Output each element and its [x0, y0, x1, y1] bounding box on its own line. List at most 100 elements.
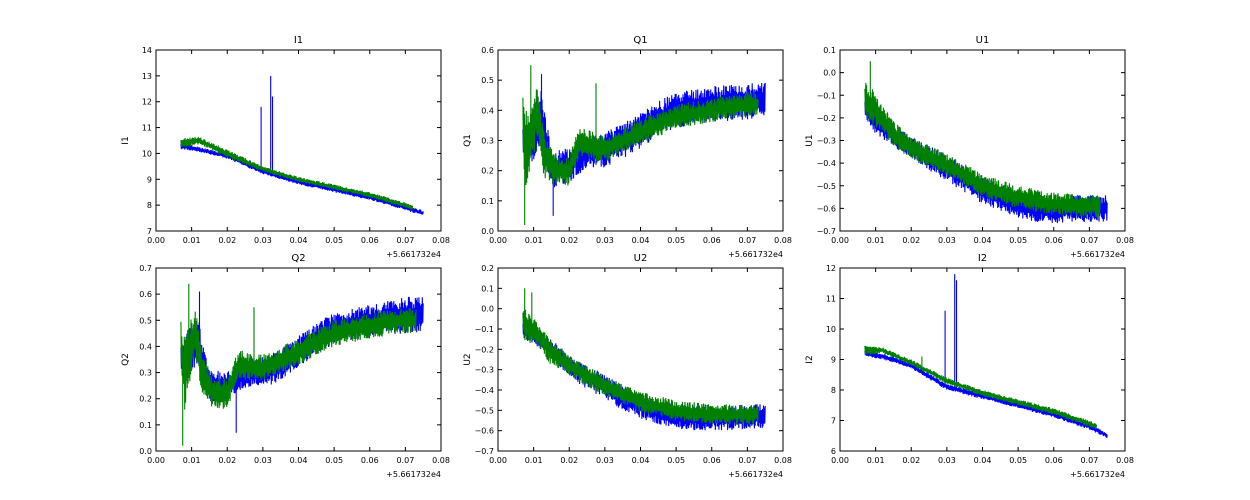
- series-line-green: [522, 65, 759, 225]
- y-tick-label: 12: [826, 264, 836, 273]
- y-tick-label: 10: [142, 149, 152, 158]
- y-tick-label: 7: [831, 417, 836, 426]
- y-tick-label: 0.5: [481, 76, 494, 85]
- x-tick-label: 0.03: [596, 236, 614, 245]
- x-tick-label: 0.00: [831, 236, 849, 245]
- x-tick-label: 0.07: [1080, 236, 1098, 245]
- y-tick-label: 0.0: [823, 69, 836, 78]
- x-tick-label: 0.07: [396, 456, 414, 465]
- x-tick-label: 0.00: [147, 456, 165, 465]
- x-tick-label: 0.08: [1116, 236, 1134, 245]
- y-axis-label: Q1: [463, 134, 473, 147]
- chart-title: I1: [294, 35, 303, 46]
- x-tick-label: 0.01: [525, 236, 543, 245]
- x-tick-label: 0.08: [774, 236, 792, 245]
- x-tick-label: 0.01: [183, 236, 201, 245]
- y-tick-label: −0.2: [817, 114, 836, 123]
- y-tick-label: −0.1: [475, 325, 494, 334]
- series-line-green: [180, 137, 414, 211]
- chart-title: I2: [978, 253, 987, 264]
- y-axis-label: I1: [121, 136, 131, 144]
- y-tick-label: −0.6: [817, 204, 836, 213]
- y-tick-label: −0.7: [817, 227, 836, 236]
- chart-title: Q2: [291, 253, 305, 264]
- series-line-green: [864, 61, 1101, 218]
- y-tick-label: 11: [142, 124, 152, 133]
- x-tick-label: 0.06: [703, 236, 721, 245]
- x-tick-label: 0.03: [254, 456, 272, 465]
- x-tick-label: 0.06: [1045, 236, 1063, 245]
- y-tick-label: 0.2: [139, 395, 152, 404]
- x-tick-label: 0.08: [1116, 456, 1134, 465]
- x-offset-label: +5.661732e4: [386, 470, 441, 479]
- y-tick-label: 0.4: [481, 106, 494, 115]
- x-tick-label: 0.00: [489, 456, 507, 465]
- x-tick-label: 0.08: [432, 236, 450, 245]
- x-tick-label: 0.03: [596, 456, 614, 465]
- y-tick-label: 0.3: [139, 369, 152, 378]
- y-tick-label: −0.7: [475, 447, 494, 456]
- y-tick-label: 0.6: [481, 46, 494, 55]
- y-tick-label: 0.2: [481, 264, 494, 273]
- x-tick-label: 0.07: [738, 236, 756, 245]
- x-tick-label: 0.04: [290, 456, 308, 465]
- y-tick-label: 0.6: [139, 290, 152, 299]
- x-tick-label: 0.04: [290, 236, 308, 245]
- y-tick-label: 9: [147, 175, 152, 184]
- y-tick-label: −0.5: [817, 182, 836, 191]
- x-tick-label: 0.02: [218, 456, 236, 465]
- x-tick-label: 0.06: [361, 456, 379, 465]
- y-tick-label: 0.3: [481, 137, 494, 146]
- y-tick-label: 0.1: [481, 284, 494, 293]
- y-tick-label: 0.1: [139, 421, 152, 430]
- y-tick-label: 11: [826, 295, 836, 304]
- y-tick-label: 0.1: [481, 197, 494, 206]
- chart-title: Q1: [633, 35, 647, 46]
- x-tick-label: 0.05: [325, 456, 343, 465]
- y-tick-label: −0.6: [475, 427, 494, 436]
- x-tick-label: 0.04: [974, 456, 992, 465]
- y-tick-label: −0.2: [475, 345, 494, 354]
- x-tick-label: 0.03: [254, 236, 272, 245]
- chart-panel-5: 0.00 0.01 0.02 0.03 0.04 0.05 0.06 0.07 0.08 −0.7…: [463, 253, 792, 479]
- y-tick-label: −0.3: [475, 366, 494, 375]
- y-tick-label: 12: [142, 98, 152, 107]
- x-tick-label: 0.07: [396, 236, 414, 245]
- y-tick-label: 14: [142, 46, 152, 55]
- y-tick-label: 8: [831, 386, 836, 395]
- x-offset-label: +5.661732e4: [728, 250, 783, 259]
- x-tick-label: 0.08: [432, 456, 450, 465]
- y-tick-label: −0.4: [475, 386, 494, 395]
- x-tick-label: 0.01: [183, 456, 201, 465]
- x-tick-label: 0.04: [974, 236, 992, 245]
- y-tick-label: 0.0: [481, 305, 494, 314]
- y-tick-label: 0.0: [139, 447, 152, 456]
- chart-panel-3: 0.00 0.01 0.02 0.03 0.04 0.05 0.06 0.07 0.08 −0.7…: [805, 35, 1134, 259]
- y-tick-label: 0.1: [823, 46, 836, 55]
- x-tick-label: 0.07: [738, 456, 756, 465]
- y-tick-label: 7: [147, 227, 152, 236]
- x-tick-label: 0.06: [1045, 456, 1063, 465]
- y-tick-label: 0.7: [139, 264, 152, 273]
- x-tick-label: 0.01: [525, 456, 543, 465]
- x-tick-label: 0.00: [147, 236, 165, 245]
- series-line-green: [864, 345, 1098, 428]
- y-tick-label: 0.2: [481, 167, 494, 176]
- y-tick-label: 10: [826, 325, 836, 334]
- x-tick-label: 0.05: [667, 456, 685, 465]
- y-tick-label: −0.3: [817, 137, 836, 146]
- chart-panel-2: 0.00 0.01 0.02 0.03 0.04 0.05 0.06 0.07 0.08 0.0 0…: [463, 35, 792, 259]
- y-axis-label: U1: [805, 134, 815, 146]
- x-offset-label: +5.661732e4: [1070, 250, 1125, 259]
- x-tick-label: 0.06: [703, 456, 721, 465]
- chart-panel-4: 0.00 0.01 0.02 0.03 0.04 0.05 0.06 0.07 0.08 0.0 0…: [121, 253, 450, 479]
- chart-title: U2: [634, 253, 648, 264]
- x-tick-label: 0.04: [632, 456, 650, 465]
- y-tick-label: 13: [142, 72, 152, 81]
- y-axis-label: U2: [463, 353, 473, 365]
- x-tick-label: 0.00: [831, 456, 849, 465]
- y-tick-label: 0.0: [481, 227, 494, 236]
- x-tick-label: 0.03: [938, 236, 956, 245]
